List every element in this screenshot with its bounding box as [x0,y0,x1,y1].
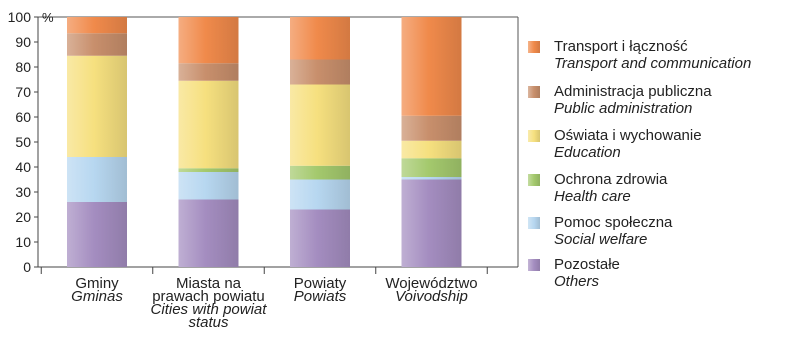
bar-segment-health [178,168,239,172]
legend-label-pl: Oświata i wychowanie [554,127,702,144]
category-label-en: status [188,314,229,331]
y-tick-label: 20 [15,209,31,225]
bar-segment-education [401,140,462,159]
legend-label-pl: Transport i łączność [554,38,688,55]
bar-segment-education [67,55,127,157]
legend-swatch-transport [528,41,540,53]
bar-segment-social [178,172,239,200]
bar-segment-transport [178,17,239,64]
bar-segment-administration [67,33,127,56]
category-label-en: Voivodship [395,288,468,305]
y-tick-label: 80 [15,59,31,75]
legend-label-en: Transport and communication [554,55,752,72]
category-label-en: Powiats [294,288,347,305]
category-label-pl: Województwo [385,275,477,292]
y-tick-label: 30 [15,184,31,200]
legend-label-pl: Administracja publiczna [554,83,712,100]
y-tick-label: 10 [15,234,31,250]
legend-swatch-others [528,259,540,271]
category-label-pl: Gminy [75,275,119,292]
legend-swatch-health [528,174,540,186]
bar-segment-health [290,165,350,180]
bar-segment-administration [178,63,239,81]
bar-segment-health [401,158,462,177]
category-label-pl: Powiaty [294,275,347,292]
y-tick-label: 100 [8,9,32,25]
bar-segment-others [290,209,350,267]
legend-swatch-social [528,217,540,229]
category-label-pl: Miasta na [176,275,242,292]
bar-segment-administration [290,59,350,85]
bar-segment-others [178,199,239,267]
legend-label-pl: Pomoc społeczna [554,214,673,231]
bar-segment-administration [401,115,462,141]
y-tick-label: 90 [15,34,31,50]
legend-label-en: Education [554,144,621,161]
legend-label-en: Social welfare [554,231,648,248]
category-label-en: Cities with powiat [151,301,268,318]
legend-label-en: Others [554,273,600,290]
bar-segment-education [178,80,239,169]
y-tick-label: 0 [23,259,31,275]
bar-segment-social [290,179,350,210]
bar-segment-education [290,84,350,166]
category-label-en: Gminas [71,288,123,305]
bar-segment-transport [67,17,127,34]
legend-label-en: Public administration [554,100,693,117]
y-unit-label: % [42,10,54,25]
bar-segment-social [67,157,127,202]
legend-swatch-education [528,130,540,142]
bar-segment-social [401,177,462,180]
y-tick-label: 70 [15,84,31,100]
bar-segment-transport [401,17,462,116]
category-label-pl: prawach powiatu [152,288,265,305]
bar-segment-transport [290,17,350,60]
bar-segment-others [401,179,462,267]
y-tick-label: 60 [15,109,31,125]
y-tick-label: 40 [15,159,31,175]
legend-label-pl: Pozostałe [554,256,620,273]
legend-label-pl: Ochrona zdrowia [554,171,668,188]
legend-swatch-administration [528,86,540,98]
bar-segment-others [67,202,127,267]
legend-label-en: Health care [554,188,631,205]
y-tick-label: 50 [15,134,31,150]
